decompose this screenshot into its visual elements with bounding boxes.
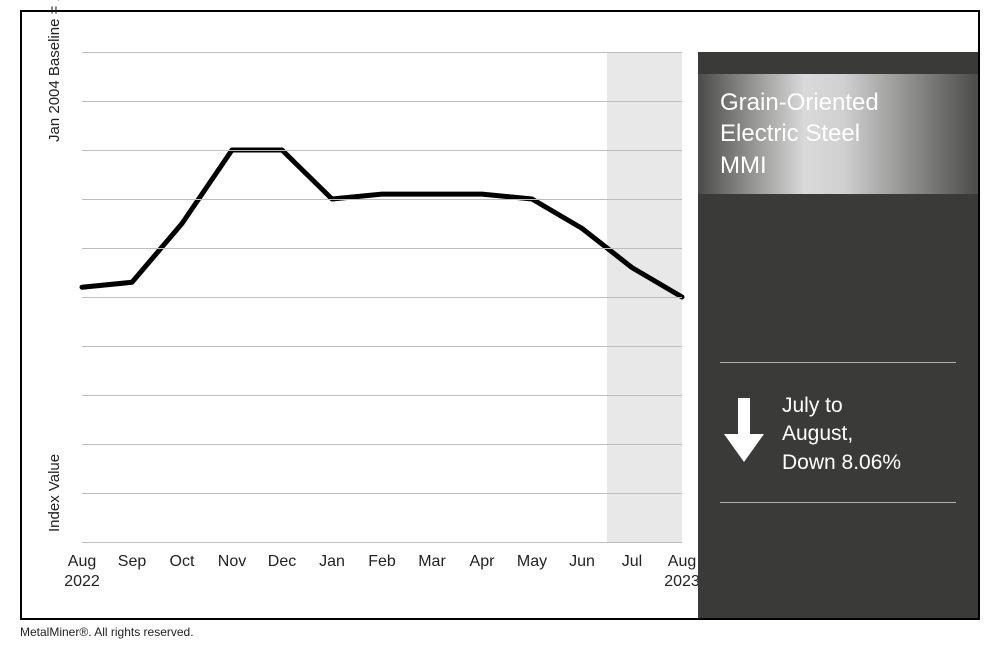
chart-frame: Aug 2022SepOctNovDecJanFebMarAprMayJunJu…	[20, 10, 980, 620]
gridline	[82, 493, 682, 494]
y-axis-label-baseline: Jan 2004 Baseline = 100	[46, 0, 63, 142]
gridline	[82, 101, 682, 102]
gridline	[82, 248, 682, 249]
panel-change-block: July to August, Down 8.06%	[720, 392, 960, 477]
footer-copyright: MetalMiner®. All rights reserved.	[20, 625, 194, 639]
panel-title-band: Grain-Oriented Electric Steel MMI	[698, 74, 978, 194]
gridline	[82, 199, 682, 200]
y-axis-label-index: Index Value	[46, 454, 63, 532]
arrow-down-icon	[720, 396, 768, 466]
panel-change-text: July to August, Down 8.06%	[782, 392, 901, 477]
gridline	[82, 52, 682, 53]
gridline	[82, 395, 682, 396]
plot-area	[82, 52, 682, 542]
x-axis-labels: Aug 2022SepOctNovDecJanFebMarAprMayJunJu…	[82, 552, 682, 607]
panel-divider-bottom	[720, 502, 956, 503]
gridline	[82, 346, 682, 347]
gridline	[82, 444, 682, 445]
gridline	[82, 150, 682, 151]
gridline	[82, 542, 682, 543]
data-line	[82, 150, 682, 297]
panel-title: Grain-Oriented Electric Steel MMI	[720, 87, 879, 181]
gridline	[82, 297, 682, 298]
panel-divider-top	[720, 362, 956, 363]
side-panel: Grain-Oriented Electric Steel MMI July t…	[698, 52, 978, 618]
